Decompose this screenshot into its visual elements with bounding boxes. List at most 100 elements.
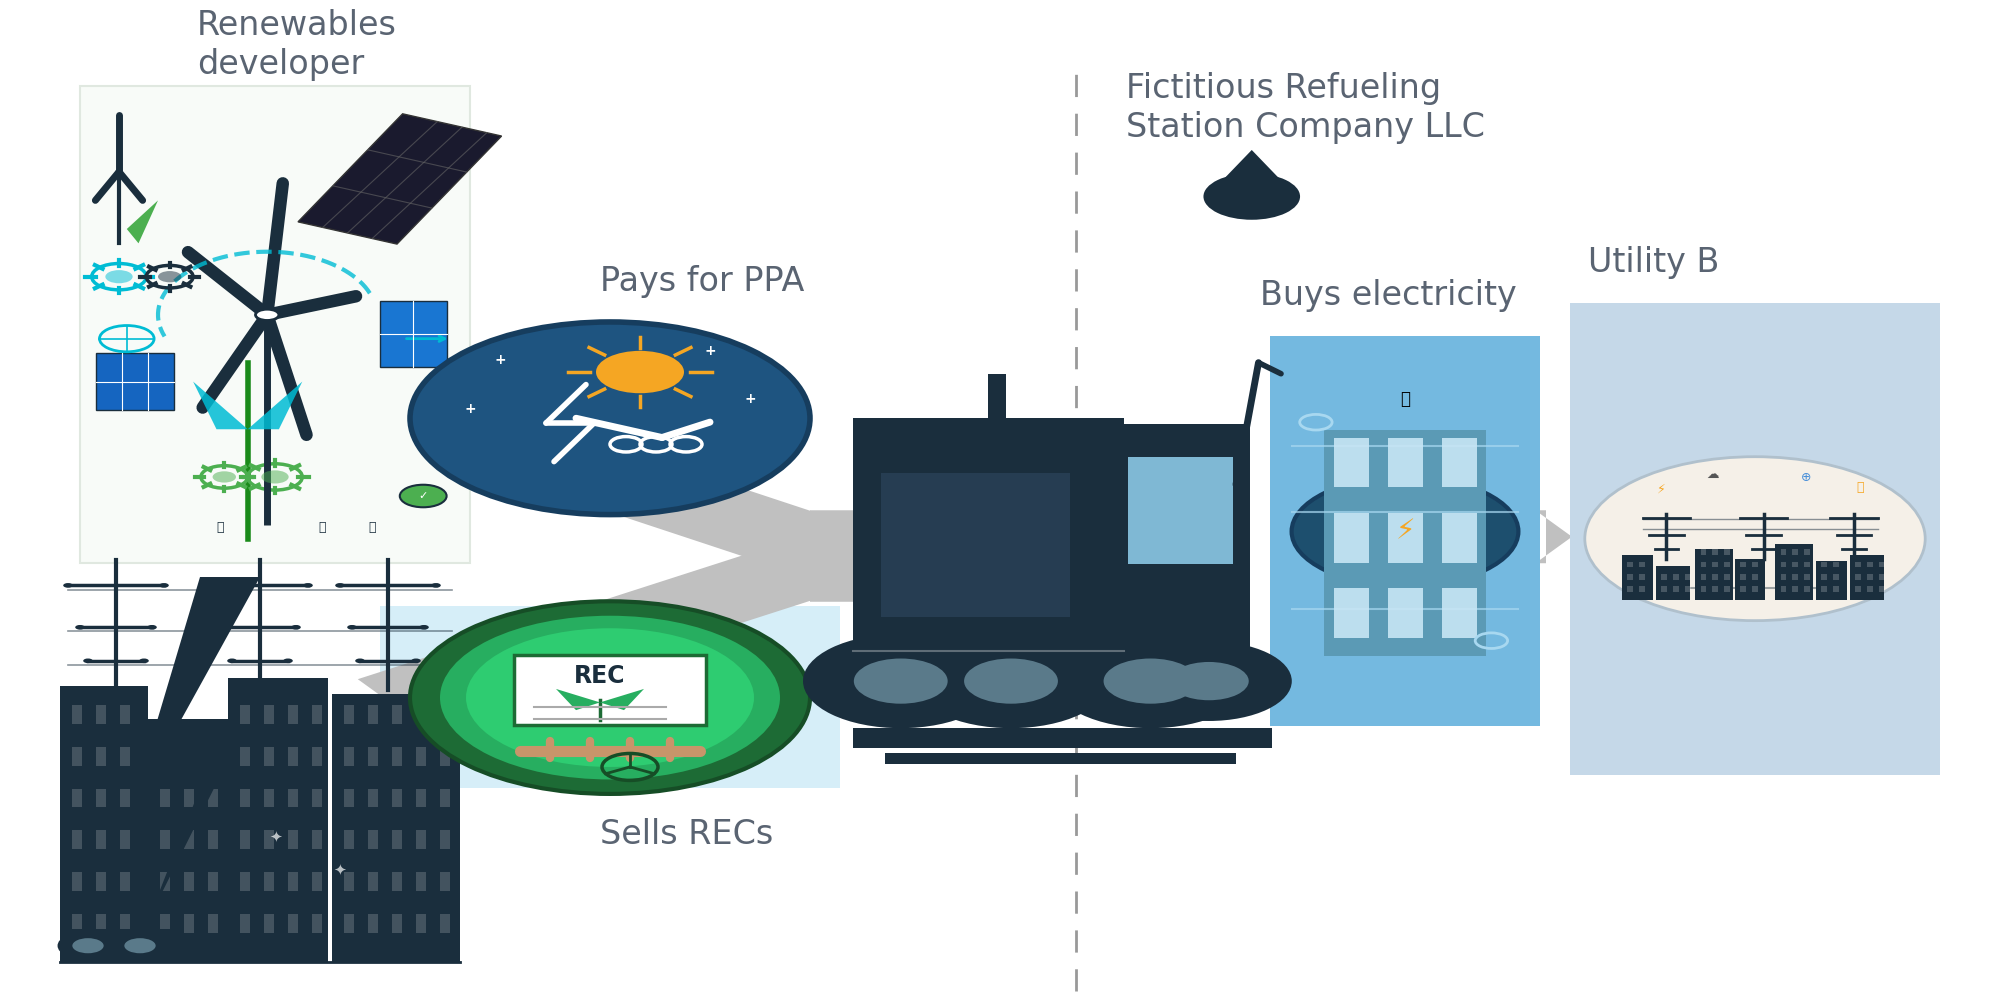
Circle shape	[292, 625, 300, 630]
Bar	[1334, 589, 1370, 639]
Bar	[1686, 574, 1692, 580]
Bar	[1880, 574, 1886, 580]
Bar	[72, 873, 82, 891]
Bar	[264, 914, 274, 933]
Bar	[1640, 587, 1646, 592]
Text: Fictitious Refueling
Station Company LLC: Fictitious Refueling Station Company LLC	[1126, 71, 1484, 144]
Bar	[184, 873, 194, 891]
Bar	[1856, 587, 1862, 592]
Circle shape	[304, 583, 312, 588]
Polygon shape	[556, 689, 600, 710]
Polygon shape	[126, 200, 158, 243]
Bar	[288, 705, 298, 724]
Bar	[440, 873, 450, 891]
Bar	[160, 789, 170, 808]
Polygon shape	[248, 381, 302, 429]
Bar	[1724, 574, 1730, 580]
Circle shape	[58, 931, 118, 960]
Bar	[80, 86, 470, 563]
Bar	[60, 686, 148, 963]
Circle shape	[1126, 642, 1292, 721]
Bar	[1628, 562, 1634, 568]
Bar	[1700, 562, 1706, 568]
Circle shape	[802, 634, 998, 728]
Bar	[1834, 574, 1840, 580]
Bar	[240, 705, 250, 724]
Bar	[1868, 574, 1874, 580]
Bar	[72, 705, 82, 724]
Bar	[1686, 587, 1692, 592]
Circle shape	[228, 659, 236, 663]
Bar	[1712, 550, 1718, 556]
Circle shape	[1170, 662, 1248, 701]
Circle shape	[208, 583, 216, 588]
Circle shape	[1204, 173, 1300, 220]
Bar	[1700, 550, 1706, 556]
Bar	[1822, 574, 1828, 580]
Bar	[392, 789, 402, 808]
Bar	[1752, 587, 1758, 592]
Circle shape	[356, 659, 364, 663]
Bar	[1734, 560, 1766, 601]
Bar	[1868, 587, 1874, 592]
Bar	[120, 789, 130, 808]
Bar	[1388, 437, 1424, 487]
Text: 💡: 💡	[1400, 389, 1410, 407]
Bar	[344, 705, 354, 724]
Bar	[1674, 574, 1680, 580]
Bar	[160, 873, 170, 891]
Bar	[440, 914, 450, 933]
Text: 💡: 💡	[368, 522, 376, 535]
Circle shape	[212, 471, 236, 482]
Bar	[312, 914, 322, 933]
Bar	[208, 914, 218, 933]
Bar	[1442, 513, 1478, 563]
Bar	[368, 873, 378, 891]
Circle shape	[466, 629, 754, 767]
Bar	[1822, 587, 1828, 592]
Bar	[392, 705, 402, 724]
Bar	[240, 789, 250, 808]
Circle shape	[964, 659, 1058, 704]
Bar	[1442, 589, 1478, 639]
Bar	[184, 914, 194, 933]
Bar	[312, 789, 322, 808]
Bar	[1856, 574, 1862, 580]
Circle shape	[124, 938, 156, 953]
Text: ⚡: ⚡	[1396, 518, 1414, 546]
Bar	[344, 747, 354, 766]
Bar	[1128, 456, 1234, 564]
Bar	[416, 705, 426, 724]
Text: ⊕: ⊕	[1800, 470, 1812, 483]
Bar	[1850, 556, 1884, 601]
Bar	[368, 914, 378, 933]
Bar	[264, 873, 274, 891]
Bar	[1804, 587, 1810, 592]
Bar	[240, 831, 250, 849]
Bar	[1880, 562, 1886, 568]
Bar	[96, 831, 106, 849]
Circle shape	[72, 938, 104, 953]
Bar	[1724, 550, 1730, 556]
Text: +: +	[744, 392, 756, 406]
Bar	[120, 914, 130, 933]
Bar	[368, 705, 378, 724]
Bar	[1700, 587, 1706, 592]
Text: ⚡: ⚡	[1658, 483, 1666, 495]
Circle shape	[148, 625, 156, 630]
Text: ✦: ✦	[270, 829, 282, 844]
Bar	[298, 114, 502, 244]
Bar	[1114, 423, 1250, 679]
Circle shape	[432, 583, 440, 588]
Bar	[1804, 550, 1810, 556]
Bar	[344, 789, 354, 808]
Circle shape	[1052, 634, 1248, 728]
Polygon shape	[140, 577, 260, 921]
Bar	[1662, 587, 1668, 592]
Bar	[264, 705, 274, 724]
Bar	[392, 831, 402, 849]
Bar	[288, 747, 298, 766]
Bar	[208, 831, 218, 849]
Circle shape	[158, 271, 182, 282]
Text: +: +	[704, 344, 716, 357]
